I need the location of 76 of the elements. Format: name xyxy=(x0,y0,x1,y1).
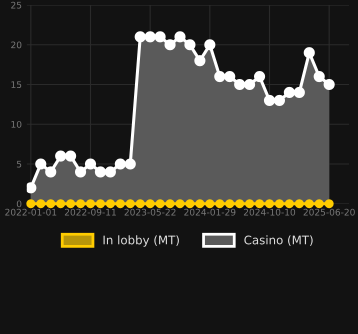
x-tick-label: 2022-01-01 xyxy=(5,208,56,216)
point xyxy=(324,78,335,90)
x-tick-label: 2025-06-20 xyxy=(304,208,355,216)
point xyxy=(185,199,194,208)
point xyxy=(146,199,155,208)
legend-label: In lobby (MT) xyxy=(104,235,179,247)
point xyxy=(304,47,315,58)
x-tick-label: 2022-09-11 xyxy=(64,208,116,216)
point xyxy=(195,199,204,208)
point xyxy=(184,39,196,50)
point xyxy=(94,166,106,178)
point xyxy=(284,199,294,208)
point xyxy=(154,31,166,42)
point xyxy=(56,199,66,208)
point xyxy=(215,199,224,208)
point xyxy=(104,166,116,178)
point xyxy=(324,199,334,208)
x-tick-label: 2024-01-29 xyxy=(184,208,236,216)
point xyxy=(255,199,264,208)
y-tick-label: 0 xyxy=(16,200,22,208)
point xyxy=(126,199,135,208)
x-tick-label: 2023-05-22 xyxy=(124,208,176,216)
point xyxy=(225,199,234,208)
point xyxy=(86,199,96,208)
point xyxy=(245,199,254,208)
point xyxy=(314,70,325,82)
y-tick-label: 20 xyxy=(11,41,22,48)
point xyxy=(214,70,226,82)
point xyxy=(224,70,236,82)
point xyxy=(55,150,66,162)
point xyxy=(106,199,115,208)
point xyxy=(45,166,56,178)
point xyxy=(144,31,156,42)
point xyxy=(254,70,266,82)
y-tick-label: 5 xyxy=(16,160,22,168)
y-tick-label: 10 xyxy=(11,120,22,128)
point xyxy=(66,199,76,208)
point xyxy=(136,199,145,208)
point xyxy=(36,199,46,208)
point xyxy=(294,199,304,208)
point xyxy=(116,199,125,208)
point xyxy=(124,158,136,170)
point xyxy=(164,39,176,50)
point xyxy=(65,150,76,162)
legend-label: Casino (MT) xyxy=(244,235,313,246)
point xyxy=(156,199,165,208)
point xyxy=(294,86,305,98)
point xyxy=(46,199,56,208)
point xyxy=(166,199,175,208)
point xyxy=(234,78,246,90)
point xyxy=(314,199,324,208)
point xyxy=(304,199,314,208)
point xyxy=(264,199,274,208)
point xyxy=(96,199,105,208)
point xyxy=(35,158,46,170)
point xyxy=(274,94,285,106)
point xyxy=(264,94,276,106)
point xyxy=(274,199,284,208)
point xyxy=(205,199,214,208)
point xyxy=(204,39,216,50)
point xyxy=(26,182,36,194)
point xyxy=(175,199,185,208)
point xyxy=(134,31,146,42)
point xyxy=(235,199,244,208)
y-tick-label: 15 xyxy=(11,81,22,88)
point xyxy=(284,86,295,98)
point xyxy=(76,199,86,208)
point xyxy=(244,78,256,90)
y-tick-label: 25 xyxy=(11,2,22,9)
x-tick-label: 2024-10-10 xyxy=(244,208,296,216)
point xyxy=(26,199,36,208)
point xyxy=(74,166,86,178)
point xyxy=(114,158,126,170)
point xyxy=(84,158,96,170)
point xyxy=(174,31,186,42)
point xyxy=(194,55,206,66)
